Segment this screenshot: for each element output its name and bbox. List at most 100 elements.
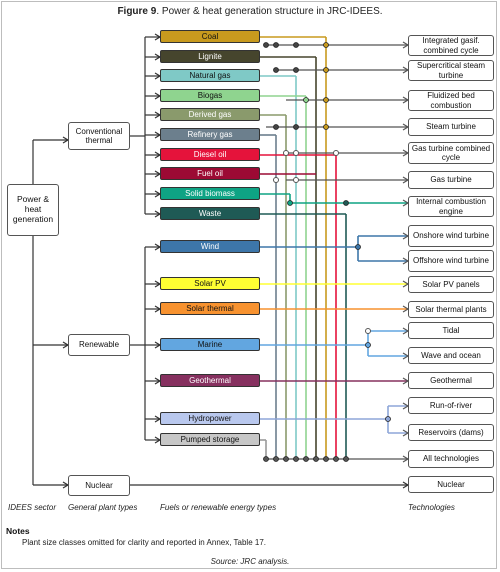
fuel-biogas: Biogas [160, 89, 260, 102]
junction-dot [333, 150, 339, 156]
footer-general-plant-types: General plant types [68, 503, 138, 512]
fuel-fuel-oil: Fuel oil [160, 167, 260, 180]
general-conventional-thermal-label: Conventional thermal [75, 126, 123, 145]
general-renewable-label: Renewable [78, 340, 120, 350]
fuel-label: Coal [201, 31, 219, 41]
tech-solar-pv-panels: Solar PV panels [408, 276, 494, 293]
fuel-wind: Wind [160, 240, 260, 253]
junction-dot [273, 67, 279, 73]
tech-label: Steam turbine [426, 122, 476, 132]
tech-igcc: Integrated gasif. combined cycle [408, 35, 494, 56]
junction-dot [323, 456, 329, 462]
junction-dot [283, 456, 289, 462]
fuel-label: Biogas [197, 90, 223, 100]
tech-label: Run-of-river [429, 400, 473, 410]
fuel-hydropower: Hydropower [160, 412, 260, 425]
tech-gas-turbine-cc: Gas turbine combined cycle [408, 142, 494, 164]
fuel-label: Wind [200, 241, 220, 251]
fuel-label: Lignite [198, 51, 222, 61]
tech-steam-turbine: Steam turbine [408, 118, 494, 136]
junction-dot [365, 342, 371, 348]
tech-label: Fluidized bed combustion [427, 91, 475, 110]
figure-caption: . Power & heat generation structure in J… [156, 6, 383, 17]
footer-technologies: Technologies [408, 503, 455, 512]
fuel-label: Derived gas [188, 109, 232, 119]
junction-dot [323, 124, 329, 130]
fuel-label: Natural gas [189, 70, 231, 80]
tech-all-technologies: All technologies [408, 450, 494, 468]
tech-offshore-wind: Offshore wind turbine [408, 250, 494, 272]
tech-onshore-wind: Onshore wind turbine [408, 225, 494, 247]
junction-dot [273, 456, 279, 462]
source-line: Source: JRC analysis. [210, 557, 290, 566]
junction-dot [293, 42, 299, 48]
fuel-label: Geothermal [189, 375, 231, 385]
fuel-label: Pumped storage [180, 434, 240, 444]
tech-label: Nuclear [437, 479, 465, 489]
tech-ice: Internal combustion engine [408, 196, 494, 217]
fuel-label: Solar PV [194, 278, 226, 288]
tech-wave-ocean: Wave and ocean [408, 347, 494, 364]
footer-fuels: Fuels or renewable energy types [160, 503, 277, 512]
general-conventional-thermal: Conventional thermal [68, 122, 130, 150]
fuel-natural-gas: Natural gas [160, 69, 260, 82]
junction-dot [303, 456, 309, 462]
fuel-label: Solar thermal [186, 303, 234, 313]
junction-dot [303, 97, 309, 103]
junction-dot [263, 42, 269, 48]
junction-dot [385, 416, 391, 422]
fuel-label: Marine [197, 339, 223, 349]
fuel-coal: Coal [160, 30, 260, 43]
junction-dot [343, 200, 349, 206]
tech-label: Offshore wind turbine [413, 256, 489, 266]
fuel-label: Refinery gas [187, 129, 233, 139]
junction-dot [333, 456, 339, 462]
fuel-diesel-oil: Diesel oil [160, 148, 260, 161]
junction-dot [273, 177, 279, 183]
tech-geothermal: Geothermal [408, 372, 494, 389]
tech-solar-thermal-plants: Solar thermal plants [408, 301, 494, 318]
fuel-pumped-storage: Pumped storage [160, 433, 260, 446]
footer-idees-sector: IDEES sector [8, 503, 57, 512]
junction-dot [263, 456, 269, 462]
general-nuclear-label: Nuclear [85, 480, 113, 490]
junction-dot [273, 124, 279, 130]
tech-label: Tidal [442, 325, 460, 335]
tech-label: Reservoirs (dams) [418, 427, 484, 437]
root-box: Power & heat generation [7, 184, 59, 236]
tech-tidal: Tidal [408, 322, 494, 339]
tech-label: Internal combustion engine [416, 197, 486, 216]
fuel-solid-biomass: Solid biomass [160, 187, 260, 200]
fuel-refinery-gas: Refinery gas [160, 128, 260, 141]
junction-dot [323, 67, 329, 73]
fuel-solar-thermal: Solar thermal [160, 302, 260, 315]
junction-dot [355, 244, 361, 250]
fuel-label: Fuel oil [197, 168, 223, 178]
notes-text: Plant size classes omitted for clarity a… [22, 538, 266, 547]
fuel-label: Waste [198, 208, 222, 218]
fuel-marine: Marine [160, 338, 260, 351]
tech-supercritical-steam: Supercritical steam turbine [408, 60, 494, 81]
fuel-waste: Waste [160, 207, 260, 220]
junction-dot [293, 456, 299, 462]
tech-label: Gas turbine [430, 175, 472, 185]
notes-heading: Notes [6, 526, 30, 536]
tech-label: Onshore wind turbine [412, 231, 490, 241]
junction-dot [293, 67, 299, 73]
tech-gas-turbine: Gas turbine [408, 171, 494, 189]
junction-dot [287, 200, 293, 206]
fuel-derived-gas: Derived gas [160, 108, 260, 121]
junction-dot [273, 42, 279, 48]
junction-dot [323, 97, 329, 103]
general-nuclear: Nuclear [68, 475, 130, 496]
tech-label: Wave and ocean [421, 350, 481, 360]
fuel-solar-pv: Solar PV [160, 277, 260, 290]
tech-label: All technologies [422, 454, 480, 464]
junction-dot [313, 456, 319, 462]
root-label: Power & heat generation [12, 194, 54, 224]
tech-label: Gas turbine combined cycle [411, 143, 491, 162]
fuel-geothermal: Geothermal [160, 374, 260, 387]
junction-dot [283, 150, 289, 156]
junction-dot [293, 177, 299, 183]
